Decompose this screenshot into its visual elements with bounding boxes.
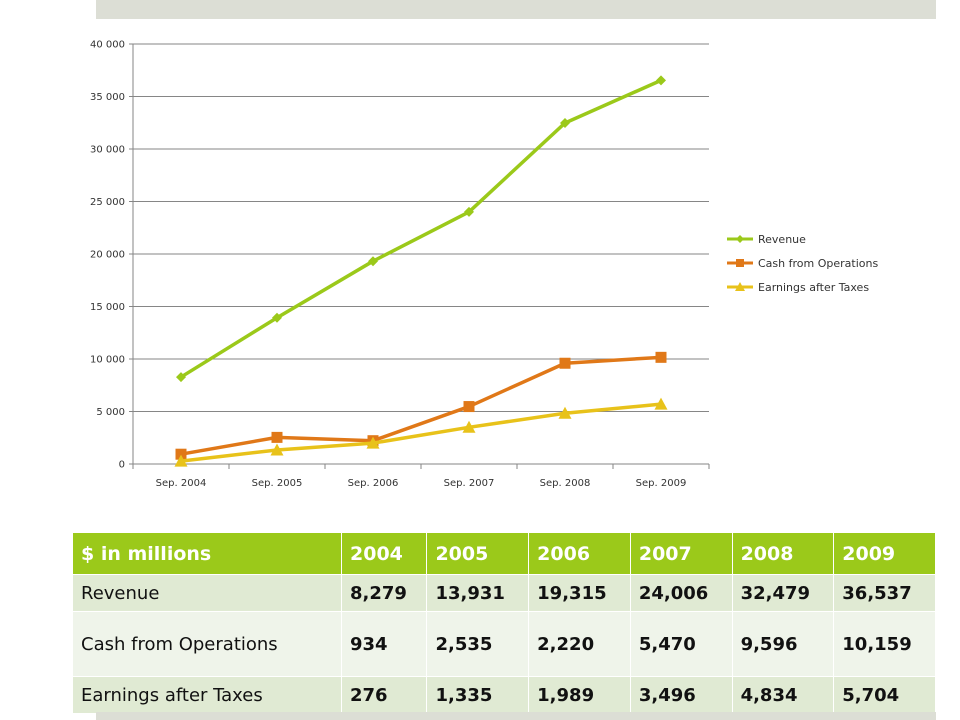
y-tick-label: 15 000: [90, 302, 125, 313]
table-cell: 32,479: [731, 574, 835, 612]
gridlines: [129, 43, 710, 469]
top-decorative-band: [96, 0, 936, 19]
data-point-square: [463, 401, 475, 413]
data-point-triangle: [270, 443, 284, 456]
y-tick-label: 0: [119, 460, 125, 471]
series-line: [180, 402, 662, 463]
table-cell: 2,535: [426, 611, 530, 677]
y-axis-ticks: 0 5 000 10 000 15 000 20 000 25 000 30 000 35 0…: [90, 40, 125, 471]
table-cell: 24,006: [629, 574, 733, 612]
data-point-square: [271, 431, 283, 443]
series-line: [180, 355, 662, 456]
y-tick-label: 30 000: [90, 145, 125, 156]
table-cell: 13,931: [426, 574, 530, 612]
table-cell: 1,989: [528, 676, 631, 714]
header-cell: $ in millions: [72, 532, 342, 575]
x-axis-ticks: Sep. 2004 Sep. 2005 Sep. 2006 Sep. 2007 Sep.…: [156, 478, 687, 489]
y-tick-label: 10 000: [90, 355, 125, 366]
data-point-diamond: [656, 75, 666, 86]
header-cell: 2005: [426, 532, 530, 575]
data-point-square: [559, 357, 571, 369]
bottom-decorative-band: [96, 712, 936, 720]
row-label: Cash from Operations: [72, 611, 342, 677]
legend-marker: [736, 259, 744, 267]
data-point-diamond: [560, 117, 570, 128]
data-point-diamond: [176, 372, 186, 383]
table-cell: 5,470: [629, 611, 733, 677]
y-tick-label: 35 000: [90, 92, 125, 103]
y-tick-label: 25 000: [90, 197, 125, 208]
data-point-diamond: [464, 206, 474, 217]
data-point-diamond: [368, 256, 378, 267]
x-tick-label: Sep. 2007: [444, 478, 495, 489]
legend-label: Cash from Operations: [758, 257, 878, 270]
x-tick-label: Sep. 2004: [156, 478, 207, 489]
y-tick-label: 5 000: [96, 407, 125, 418]
table-cell: 5,704: [833, 676, 936, 714]
y-tick-label: 40 000: [90, 40, 125, 51]
data-point-triangle: [366, 436, 380, 449]
data-point-triangle: [654, 397, 668, 410]
table-cell: 9,596: [731, 611, 835, 677]
table-cell: 10,159: [833, 611, 936, 677]
table-cell: 2,220: [528, 611, 631, 677]
table-cell: 36,537: [833, 574, 936, 612]
y-tick-label: 20 000: [90, 250, 125, 261]
x-tick-label: Sep. 2009: [636, 478, 687, 489]
row-label: Revenue: [72, 574, 342, 612]
table-cell: 4,834: [731, 676, 835, 714]
header-cell: 2006: [528, 532, 631, 575]
header-cell: 2009: [833, 532, 936, 575]
table-cell: 1,335: [426, 676, 530, 714]
data-point-square: [175, 448, 187, 460]
data-point-triangle: [558, 406, 572, 419]
row-label: Earnings after Taxes: [72, 676, 342, 714]
header-cell: 2007: [629, 532, 733, 575]
header-cell: 2004: [340, 532, 428, 575]
table-row: Revenue 8,279 13,931 19,315 24,006 32,47…: [72, 574, 936, 612]
data-point-square: [655, 351, 667, 363]
table-cell: 276: [340, 676, 428, 714]
data-point-diamond: [272, 312, 282, 323]
table-row: Earnings after Taxes 276 1,335 1,989 3,4…: [72, 676, 936, 714]
series-group: [174, 75, 668, 467]
x-tick-label: Sep. 2006: [348, 478, 399, 489]
table-cell: 934: [340, 611, 428, 677]
data-point-triangle: [174, 454, 188, 467]
table-cell: 19,315: [528, 574, 631, 612]
legend-marker: [735, 282, 745, 291]
x-tick-label: Sep. 2005: [252, 478, 303, 489]
x-tick-label: Sep. 2008: [540, 478, 591, 489]
table-cell: 8,279: [340, 574, 428, 612]
table-row: Cash from Operations 934 2,535 2,220 5,4…: [72, 611, 936, 677]
legend: Revenue Cash from Operations Earnings afte…: [727, 233, 878, 294]
table-cell: 3,496: [629, 676, 733, 714]
legend-label: Revenue: [758, 233, 806, 246]
table-header-row: $ in millions 2004 2005 2006 2007 2008 2…: [72, 532, 936, 575]
legend-label: Earnings after Taxes: [758, 281, 869, 294]
legend-marker: [736, 235, 744, 243]
line-chart: 0 5 000 10 000 15 000 20 000 25 000 30 000 35 0…: [90, 40, 878, 490]
series-line: [180, 78, 662, 379]
header-cell: 2008: [731, 532, 835, 575]
data-table: $ in millions 2004 2005 2006 2007 2008 2…: [72, 532, 936, 714]
data-point-triangle: [462, 420, 476, 433]
